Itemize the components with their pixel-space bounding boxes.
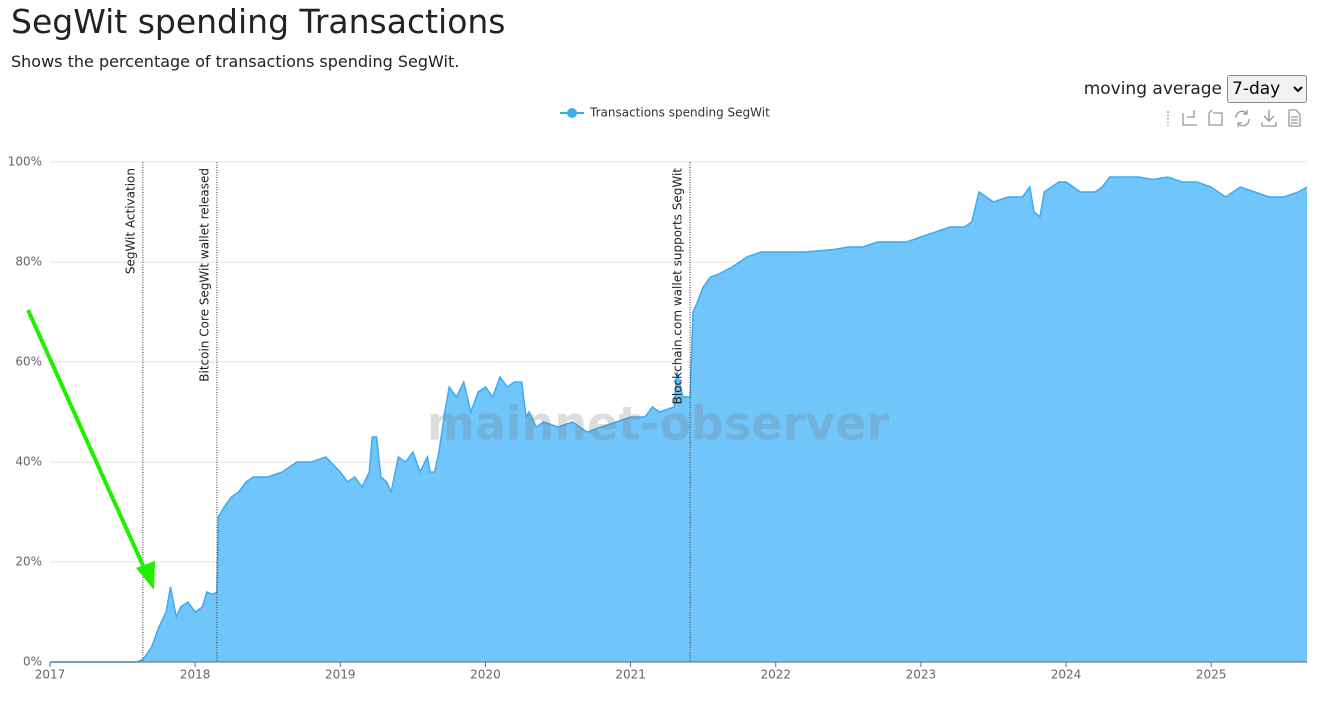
y-tick-label: 20% [15, 555, 42, 569]
toolbox [1167, 109, 1301, 127]
annotation-label: Bitcoin Core SegWit wallet released [197, 168, 211, 382]
x-tick-label: 2025 [1196, 668, 1227, 682]
y-tick-label: 0% [23, 655, 42, 669]
legend-label: Transactions spending SegWit [589, 106, 770, 120]
tool-data-view[interactable] [1288, 109, 1301, 127]
series-line [50, 176, 1308, 663]
tool-save-image[interactable] [1261, 110, 1277, 127]
y-tick-label: 40% [15, 455, 42, 469]
x-tick-label: 2019 [325, 668, 356, 682]
y-tick-label: 60% [15, 355, 42, 369]
page-title: SegWit spending Transactions [11, 2, 506, 41]
moving-average-label: moving average [1083, 79, 1222, 99]
x-tick-label: 2020 [470, 668, 501, 682]
tool-restore[interactable] [1235, 110, 1250, 127]
x-tick-label: 2022 [760, 668, 791, 682]
x-tick-label: 2024 [1051, 668, 1082, 682]
x-tick-label: 2023 [906, 668, 937, 682]
x-tick-label: 2017 [35, 668, 66, 682]
x-tick-label: 2018 [180, 668, 211, 682]
annotation-label: Blockchain.com wallet supports SegWit [671, 168, 685, 405]
moving-average-select[interactable]: 7-day [1227, 75, 1307, 103]
plot-area: 0% 20% 40% 60% 80% 100% 2017 2018 2019 2020 2021 20… [8, 155, 1308, 682]
legend-item[interactable]: Transactions spending SegWit [560, 106, 770, 120]
tool-zoom-back[interactable] [1208, 109, 1223, 126]
watermark: mainnet-observer [427, 397, 889, 451]
y-tick-label: 80% [15, 255, 42, 269]
tool-zoom[interactable] [1182, 110, 1197, 126]
annotation-label: SegWit Activation [123, 168, 137, 274]
legend-marker [567, 108, 577, 118]
y-tick-label: 100% [8, 155, 42, 169]
x-tick-label: 2021 [615, 668, 646, 682]
page-subtitle: Shows the percentage of transactions spe… [11, 52, 460, 71]
series-area [50, 177, 1307, 662]
annotation-arrow [26, 309, 155, 590]
